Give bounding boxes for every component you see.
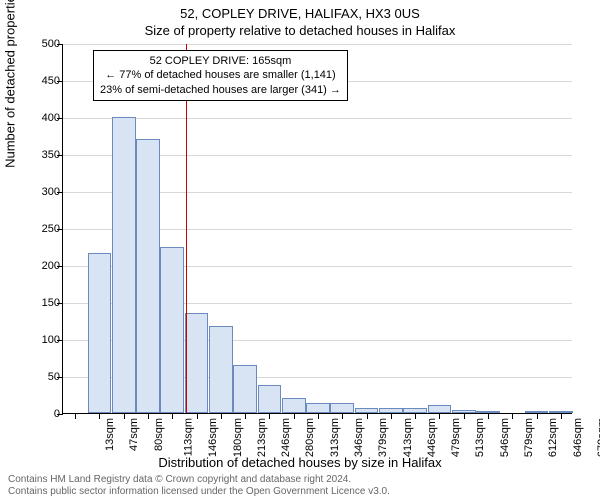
y-tick-label: 300 (20, 186, 60, 198)
x-tick-label: 612sqm (547, 418, 559, 457)
x-tick (439, 413, 440, 419)
x-tick-label: 180sqm (232, 418, 244, 457)
x-tick-label: 379sqm (377, 418, 389, 457)
histogram-bar (258, 385, 282, 413)
x-tick-label: 280sqm (305, 418, 317, 457)
x-tick (391, 413, 392, 419)
x-tick (342, 413, 343, 419)
x-tick (269, 413, 270, 419)
x-tick-label: 579sqm (523, 418, 535, 457)
grid-line (63, 118, 572, 119)
x-tick-label: 346sqm (353, 418, 365, 457)
histogram-bar (330, 403, 354, 413)
x-tick-label: 679sqm (596, 418, 600, 457)
chart-subtitle: Size of property relative to detached ho… (0, 21, 600, 38)
x-tick (172, 413, 173, 419)
x-tick-label: 413sqm (402, 418, 414, 457)
x-tick (537, 413, 538, 419)
y-tick-label: 100 (20, 334, 60, 346)
footer-line2: Contains public sector information licen… (8, 486, 390, 498)
x-tick-label: 446sqm (426, 418, 438, 457)
histogram-bar (306, 403, 330, 413)
chart-title: 52, COPLEY DRIVE, HALIFAX, HX3 0US (0, 0, 600, 21)
y-tick-label: 450 (20, 75, 60, 87)
x-tick (75, 413, 76, 419)
x-tick-label: 13sqm (104, 418, 116, 451)
y-tick-label: 350 (20, 149, 60, 161)
footer: Contains HM Land Registry data © Crown c… (8, 474, 390, 498)
x-tick (197, 413, 198, 419)
x-tick-label: 313sqm (329, 418, 341, 457)
y-tick-label: 50 (20, 371, 60, 383)
x-tick (415, 413, 416, 419)
annotation-line: 52 COPLEY DRIVE: 165sqm (100, 54, 341, 68)
y-tick-label: 0 (20, 408, 60, 420)
x-tick (221, 413, 222, 419)
y-tick-label: 400 (20, 112, 60, 124)
x-tick-label: 479sqm (450, 418, 462, 457)
x-tick (488, 413, 489, 419)
y-axis-title: Number of detached properties (3, 0, 18, 168)
x-tick-label: 80sqm (153, 418, 165, 451)
x-tick-label: 146sqm (207, 418, 219, 457)
x-tick (124, 413, 125, 419)
x-tick-label: 113sqm (182, 418, 194, 456)
histogram-bar (282, 398, 306, 413)
x-tick (367, 413, 368, 419)
histogram-bar (160, 247, 184, 414)
x-tick-label: 213sqm (256, 418, 268, 457)
histogram-bar (209, 326, 233, 413)
chart-area: 13sqm47sqm80sqm113sqm146sqm180sqm213sqm2… (62, 44, 572, 414)
histogram-bar (112, 117, 136, 413)
histogram-bar (88, 253, 112, 413)
x-tick (464, 413, 465, 419)
x-tick (318, 413, 319, 419)
x-tick-label: 513sqm (475, 418, 487, 457)
x-tick-label: 546sqm (499, 418, 511, 457)
y-tick-label: 250 (20, 223, 60, 235)
histogram-bar (136, 139, 160, 413)
x-tick-label: 246sqm (280, 418, 292, 457)
annotation-box: 52 COPLEY DRIVE: 165sqm← 77% of detached… (93, 50, 348, 101)
x-tick-label: 47sqm (128, 418, 140, 451)
x-tick (99, 413, 100, 419)
y-tick-label: 500 (20, 38, 60, 50)
x-axis-title: Distribution of detached houses by size … (0, 455, 600, 470)
histogram-bar (233, 365, 257, 413)
x-tick (294, 413, 295, 419)
grid-line (63, 44, 572, 45)
x-tick (245, 413, 246, 419)
x-tick (148, 413, 149, 419)
x-tick (512, 413, 513, 419)
footer-line1: Contains HM Land Registry data © Crown c… (8, 474, 390, 486)
histogram-bar (185, 313, 209, 413)
annotation-line: 23% of semi-detached houses are larger (… (100, 83, 341, 97)
x-tick (561, 413, 562, 419)
annotation-line: ← 77% of detached houses are smaller (1,… (100, 68, 341, 82)
histogram-bar (428, 405, 452, 413)
x-tick-label: 646sqm (572, 418, 584, 457)
y-tick-label: 150 (20, 297, 60, 309)
y-tick-label: 200 (20, 260, 60, 272)
